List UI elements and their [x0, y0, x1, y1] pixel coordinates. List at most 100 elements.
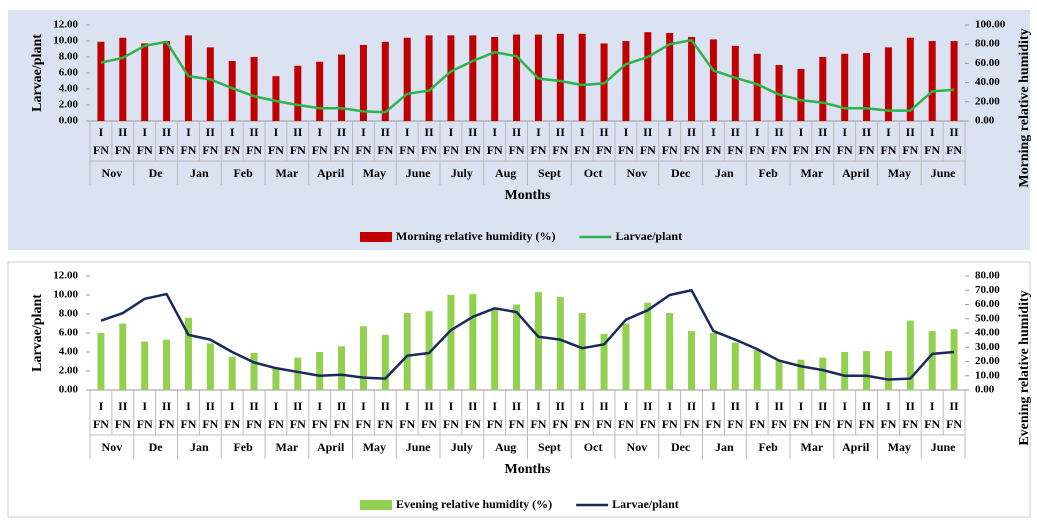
x-group-label: Mar — [276, 440, 299, 454]
bar — [250, 56, 258, 121]
bar — [163, 41, 171, 122]
x-tick-label: II — [249, 399, 259, 413]
x-tick-label: II — [949, 125, 959, 139]
x-tick-label: II — [162, 125, 172, 139]
x-tick-sublabel: FN — [640, 143, 656, 157]
x-tick-label: II — [424, 125, 434, 139]
bar — [753, 350, 761, 390]
x-tick-label: II — [556, 125, 566, 139]
x-tick-label: II — [337, 125, 347, 139]
x-tick-label: II — [731, 399, 741, 413]
y2-tick-label: 70.00 — [975, 284, 1000, 296]
bar — [644, 32, 652, 122]
x-tick-label: II — [337, 399, 347, 413]
x-tick-sublabel: FN — [618, 143, 634, 157]
x-tick-label: I — [361, 125, 366, 139]
legend-label: Larvae/plant — [612, 497, 679, 511]
x-tick-label: I — [405, 399, 410, 413]
bar — [316, 61, 324, 121]
x-tick-sublabel: FN — [618, 417, 634, 431]
x-tick-sublabel: FN — [115, 143, 131, 157]
bar — [513, 34, 521, 121]
x-tick-sublabel: FN — [421, 417, 437, 431]
x-tick-label: II — [424, 399, 434, 413]
bar — [163, 339, 171, 390]
y2-tick-label: 0.00 — [975, 115, 995, 127]
bar — [141, 43, 149, 121]
x-group-label: Nov — [627, 440, 648, 454]
bar — [513, 304, 521, 390]
x-tick-label: I — [799, 125, 804, 139]
x-tick-label: II — [818, 125, 828, 139]
x-group-label: De — [149, 440, 164, 454]
bar — [863, 351, 871, 390]
x-tick-label: II — [862, 125, 872, 139]
bar — [622, 323, 630, 390]
x-tick-label: I — [317, 399, 322, 413]
bar — [228, 356, 236, 390]
y-tick-label: 8.00 — [59, 308, 79, 320]
x-tick-sublabel: FN — [509, 417, 525, 431]
x-group-label: Mar — [801, 440, 824, 454]
x-tick-label: I — [580, 399, 585, 413]
y2-tick-label: 40.00 — [975, 76, 1000, 88]
x-tick-sublabel: FN — [880, 143, 896, 157]
x-group-label: May — [888, 440, 911, 454]
x-tick-sublabel: FN — [946, 143, 962, 157]
x-group-label: Nov — [627, 166, 648, 180]
line — [100, 289, 955, 381]
x-tick-label: II — [599, 399, 609, 413]
x-tick-label: I — [99, 125, 104, 139]
x-tick-label: II — [468, 399, 478, 413]
bar — [206, 343, 214, 390]
legend-swatch — [360, 500, 392, 510]
x-tick-sublabel: FN — [246, 143, 262, 157]
y2-tick-label: 20.00 — [975, 95, 1000, 107]
x-tick-label: II — [906, 399, 916, 413]
x-tick-label: II — [731, 125, 741, 139]
bar — [491, 309, 499, 390]
x-tick-label: I — [886, 125, 891, 139]
bar — [688, 37, 696, 121]
bar — [316, 351, 324, 390]
bar — [491, 37, 499, 121]
x-tick-sublabel: FN — [705, 417, 721, 431]
x-tick-label: I — [799, 399, 804, 413]
x-tick-label: I — [930, 125, 935, 139]
bar — [906, 320, 914, 390]
x-tick-sublabel: FN — [202, 417, 218, 431]
x-tick-sublabel: FN — [574, 417, 590, 431]
x-tick-sublabel: FN — [137, 143, 153, 157]
x-tick-label: I — [142, 399, 147, 413]
x-group-label: May — [363, 166, 386, 180]
bar — [819, 357, 827, 390]
x-tick-sublabel: FN — [771, 417, 787, 431]
bar — [950, 329, 958, 390]
bar — [97, 41, 105, 121]
bar — [338, 54, 346, 121]
legend-label: Evening relative humidity (%) — [396, 497, 552, 511]
y-tick-label: 6.00 — [59, 327, 79, 339]
x-tick-label: II — [862, 399, 872, 413]
x-tick-label: I — [930, 399, 935, 413]
x-tick-sublabel: FN — [574, 143, 590, 157]
x-group-label: Feb — [758, 440, 778, 454]
x-tick-label: II — [818, 399, 828, 413]
bar — [469, 35, 477, 122]
x-tick-sublabel: FN — [377, 143, 393, 157]
x-tick-label: I — [580, 125, 585, 139]
bar — [731, 45, 739, 121]
x-tick-sublabel: FN — [749, 143, 765, 157]
bar — [928, 41, 936, 122]
x-group-label: Sept — [538, 440, 561, 454]
x-tick-sublabel: FN — [355, 143, 371, 157]
x-group-label: Feb — [758, 166, 778, 180]
y2-tick-label: 30.00 — [975, 341, 1000, 353]
bar — [381, 334, 389, 390]
x-tick-label: II — [206, 125, 216, 139]
y2-tick-label: 80.00 — [975, 38, 1000, 50]
x-tick-sublabel: FN — [334, 143, 350, 157]
x-tick-sublabel: FN — [487, 143, 503, 157]
x-tick-sublabel: FN — [487, 417, 503, 431]
bar — [709, 39, 717, 121]
